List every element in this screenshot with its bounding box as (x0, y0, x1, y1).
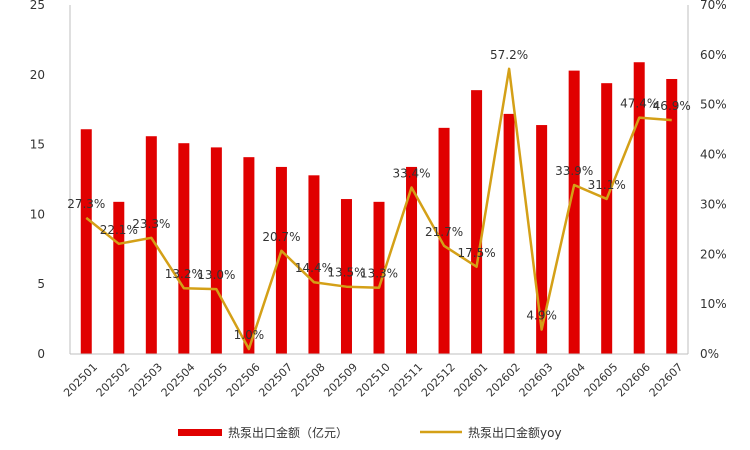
label-202502: 22.1% (100, 223, 138, 237)
x-tick-202511: 202511 (386, 361, 425, 400)
line-series (85, 67, 672, 351)
x-tick-202502: 202502 (94, 361, 133, 400)
bar-202505 (210, 147, 222, 354)
y-left-tick-5: 5 (37, 277, 45, 291)
label-202501: 27.3% (67, 197, 105, 211)
y-left-tick-25: 25 (30, 0, 45, 12)
x-tick-202507: 202507 (256, 361, 295, 400)
legend-label-line: 热泵出口金额yoy (468, 425, 562, 440)
bar-202510 (373, 201, 385, 354)
data-labels: 27.3%22.1%23.3%13.2%13.0%1.0%20.7%14.4%1… (67, 48, 691, 342)
label-202511: 33.4% (392, 166, 430, 180)
bar-202507 (275, 166, 287, 354)
label-202605: 31.1% (588, 178, 626, 192)
x-tick-202504: 202504 (159, 361, 198, 400)
x-tick-202508: 202508 (289, 361, 328, 400)
legend-label-bar: 热泵出口金额（亿元） (228, 425, 348, 440)
x-tick-202607: 202607 (647, 361, 686, 400)
x-tick-202509: 202509 (321, 361, 360, 400)
x-tick-202512: 202512 (419, 361, 458, 400)
bar-series (80, 62, 678, 355)
x-tick-202606: 202606 (614, 361, 653, 400)
bar-202506 (243, 157, 255, 354)
x-tick-202605: 202605 (582, 361, 621, 400)
bar-202503 (145, 136, 157, 354)
y-axis-left: 0 5 10 15 20 25 (30, 0, 71, 361)
label-202503: 23.3% (132, 217, 170, 231)
bar-202504 (178, 143, 190, 354)
legend: 热泵出口金额（亿元） 热泵出口金额yoy (178, 425, 562, 440)
x-tick-202505: 202505 (191, 361, 230, 400)
label-202507: 20.7% (262, 230, 300, 244)
bar-202511 (406, 166, 418, 354)
bar-202508 (308, 175, 320, 354)
x-tick-202503: 202503 (126, 361, 165, 400)
x-tick-202602: 202602 (484, 361, 523, 400)
label-202604: 33.9% (555, 164, 593, 178)
bar-202509 (340, 199, 352, 354)
label-202510: 13.3% (360, 267, 398, 281)
label-202606: 47.4% (620, 97, 658, 111)
y-right-tick-30%: 30% (700, 197, 727, 211)
bar-202603 (536, 125, 548, 354)
x-tick-202604: 202604 (549, 361, 588, 400)
bar-202601 (471, 90, 483, 354)
bar-202602 (503, 113, 515, 354)
y-right-tick-20%: 20% (700, 247, 727, 261)
bar-202604 (568, 70, 580, 354)
label-202506: 1.0% (234, 328, 265, 342)
x-tick-202601: 202601 (451, 361, 490, 400)
label-202512: 21.7% (425, 225, 463, 239)
y-right-tick-50%: 50% (700, 98, 727, 112)
y-left-tick-10: 10 (30, 207, 45, 221)
y-axis-right: 0% 10% 20% 30% 40% 50% 60% 70% (687, 0, 727, 361)
y-right-tick-70%: 70% (700, 0, 727, 12)
y-left-tick-20: 20 (30, 68, 45, 82)
y-right-tick-60%: 60% (700, 48, 727, 62)
label-202508: 14.4% (295, 261, 333, 275)
bar-202607 (666, 78, 678, 354)
label-202603: 4.9% (526, 309, 557, 323)
x-tick-202506: 202506 (224, 361, 263, 400)
x-axis: 2025012025022025032025042025052025062025… (61, 353, 688, 400)
label-202601: 17.5% (458, 246, 496, 260)
bar-202512 (438, 127, 450, 355)
x-tick-202603: 202603 (517, 361, 556, 400)
y-right-tick-40%: 40% (700, 148, 727, 162)
bar-202605 (601, 83, 613, 355)
bar-202501 (80, 129, 92, 354)
label-202504: 13.2% (165, 267, 203, 281)
label-202505: 13.0% (197, 268, 235, 282)
y-right-tick-10%: 10% (700, 297, 727, 311)
y-left-tick-0: 0 (37, 347, 45, 361)
label-202602: 57.2% (490, 48, 528, 62)
x-tick-202510: 202510 (354, 361, 393, 400)
bar-202502 (113, 201, 125, 354)
y-right-tick-0%: 0% (700, 347, 719, 361)
legend-swatch-bar (178, 429, 222, 436)
label-202607: 46.9% (653, 99, 691, 113)
y-left-tick-15: 15 (30, 138, 45, 152)
bar-202606 (633, 62, 645, 355)
label-202509: 13.5% (327, 266, 365, 280)
x-tick-202501: 202501 (61, 361, 100, 400)
